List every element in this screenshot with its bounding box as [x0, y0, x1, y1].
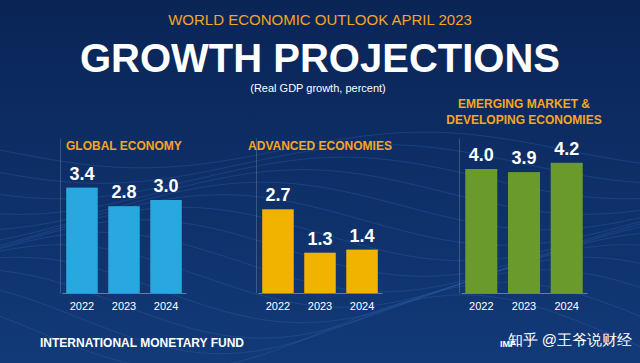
data-label: 1.3	[307, 229, 332, 249]
data-label: 3.9	[511, 148, 536, 168]
title: GROWTH PROJECTIONS	[80, 36, 560, 80]
panel: GLOBAL ECONOMY 3.4 2.8 3.0 2022 2023 2024	[61, 139, 187, 312]
x-tick-label: 2024	[154, 300, 178, 312]
wave	[0, 132, 640, 168]
x-tick: 2022	[266, 293, 290, 312]
bar	[150, 200, 182, 293]
bar	[465, 169, 497, 293]
x-tick: 2024	[350, 293, 374, 312]
x-tick-label: 2023	[308, 300, 332, 312]
y-axis	[459, 139, 460, 294]
x-tick: 2022	[70, 293, 94, 312]
bar	[508, 172, 540, 293]
x-axis-line	[462, 293, 588, 294]
bar	[66, 188, 98, 293]
x-tick-label: 2022	[469, 300, 493, 312]
x-tick: 2023	[112, 293, 136, 312]
x-axis: 2022 2023 2024	[259, 293, 383, 312]
x-tick-label: 2024	[554, 300, 578, 312]
waves	[0, 132, 640, 363]
wave	[0, 295, 640, 363]
panel-title: DEVELOPING ECONOMIES	[446, 113, 601, 127]
panel: ADVANCED ECONOMIES 2.7 1.3 1.4 2022 2023 2024	[248, 139, 392, 312]
data-label: 3.0	[154, 176, 179, 196]
data-label: 2.8	[111, 182, 136, 202]
y-axis-line	[60, 139, 61, 294]
x-tick: 2024	[154, 293, 178, 312]
watermark: 知乎 @王爷说财经	[508, 331, 632, 348]
chart-root: WORLD ECONOMIC OUTLOOK APRIL 2023 GROWTH …	[0, 0, 640, 363]
wave	[0, 282, 640, 353]
bar	[262, 209, 294, 293]
x-axis-line	[63, 293, 187, 294]
bars	[465, 163, 582, 293]
x-tick-label: 2024	[350, 300, 374, 312]
x-tick-label: 2023	[112, 300, 136, 312]
x-tick: 2023	[308, 293, 332, 312]
x-tick-label: 2022	[70, 300, 94, 312]
panel-title: GLOBAL ECONOMY	[66, 139, 182, 153]
data-label: 4.0	[469, 145, 494, 165]
data-label: 1.4	[350, 226, 375, 246]
x-tick: 2023	[512, 293, 536, 312]
bar	[346, 250, 378, 293]
super-title: WORLD ECONOMIC OUTLOOK APRIL 2023	[168, 11, 472, 28]
y-axis-line	[256, 139, 257, 294]
y-axis	[60, 139, 61, 294]
x-tick-label: 2022	[266, 300, 290, 312]
panel-title: EMERGING MARKET &	[458, 97, 590, 111]
panel: EMERGING MARKET & DEVELOPING ECONOMIES 4.0…	[446, 97, 601, 312]
y-axis	[256, 139, 257, 294]
data-label: 2.7	[265, 185, 290, 205]
panel-title: ADVANCED ECONOMIES	[248, 139, 392, 153]
x-tick-label: 2023	[512, 300, 536, 312]
x-tick: 2024	[554, 293, 578, 312]
bar	[108, 206, 140, 293]
data-label: 3.4	[69, 164, 94, 184]
data-label: 4.2	[554, 139, 579, 159]
subtitle: (Real GDP growth, percent)	[250, 82, 386, 94]
bar	[551, 163, 583, 293]
bars	[66, 188, 182, 293]
x-axis: 2022 2023 2024	[462, 293, 588, 312]
bar	[304, 253, 336, 293]
organization: INTERNATIONAL MONETARY FUND	[40, 336, 244, 350]
y-axis-line	[459, 139, 460, 294]
x-axis: 2022 2023 2024	[63, 293, 187, 312]
bars	[262, 209, 378, 293]
x-tick: 2022	[469, 293, 493, 312]
x-axis-line	[259, 293, 383, 294]
